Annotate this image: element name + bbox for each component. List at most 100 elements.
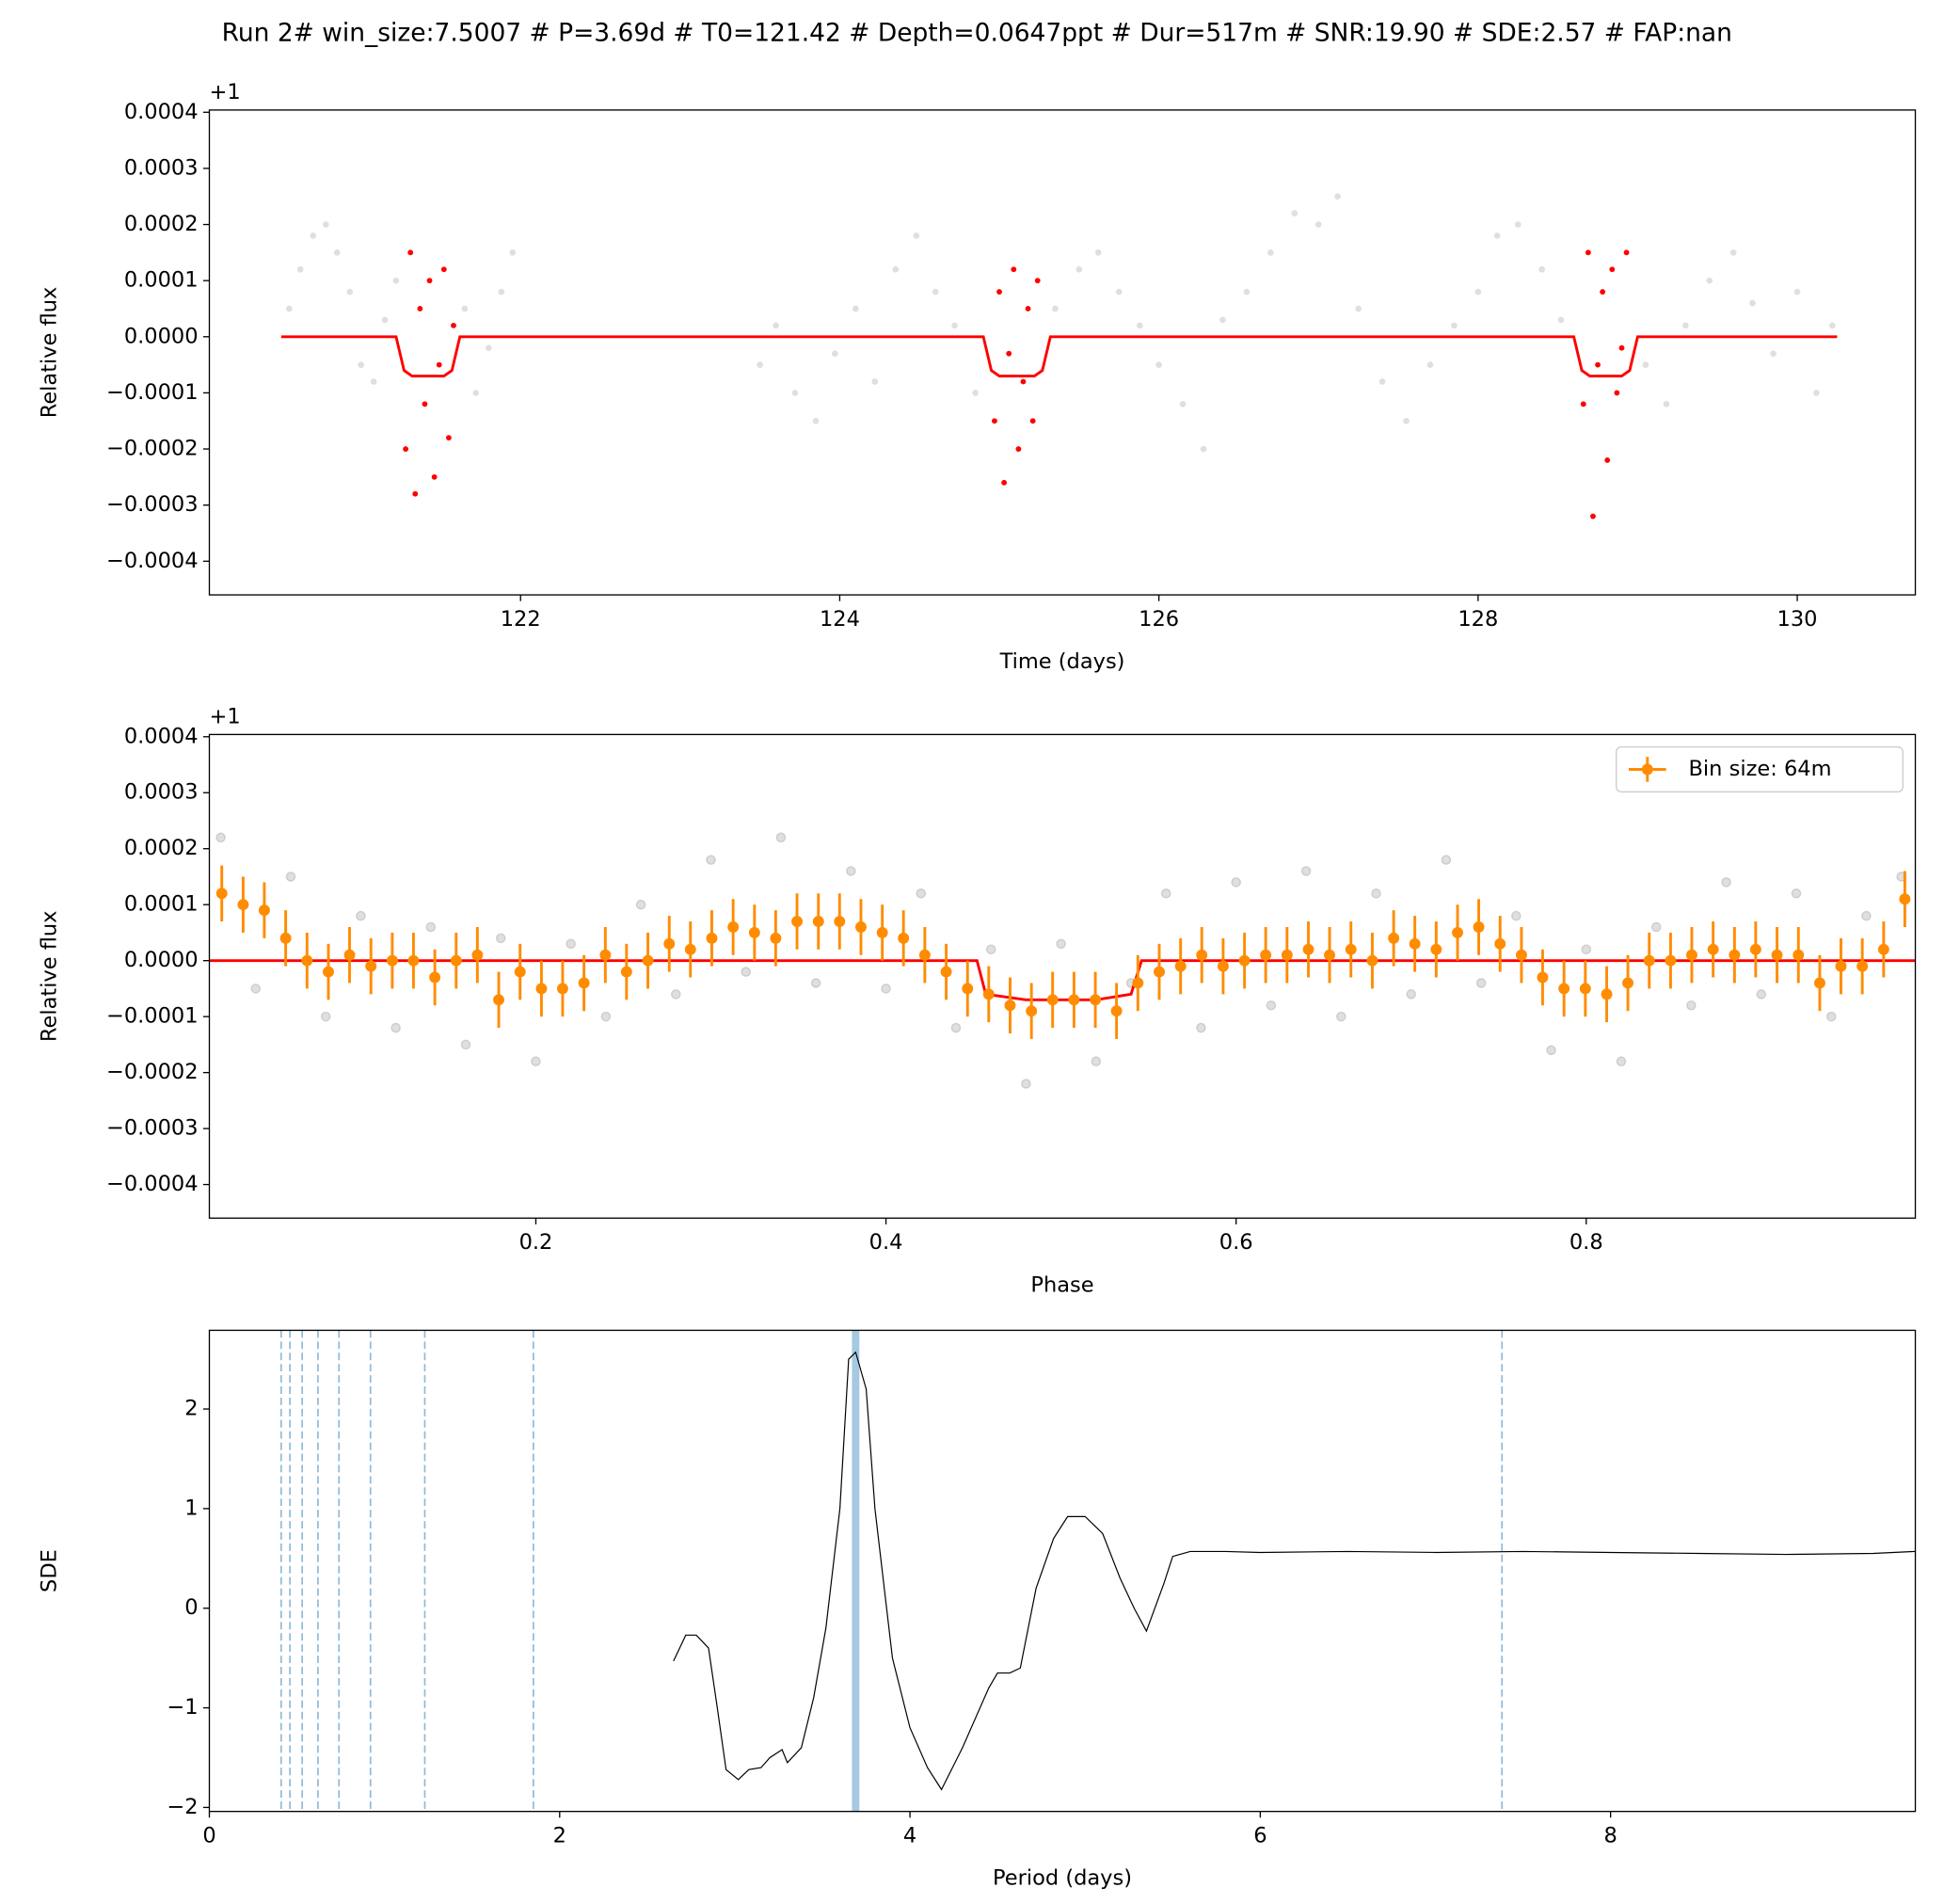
bin-point — [429, 971, 441, 984]
bin-point — [1452, 926, 1463, 938]
data-point — [285, 305, 293, 312]
y-tick-label: 1 — [184, 1496, 198, 1520]
data-point — [706, 855, 716, 865]
data-point — [215, 832, 226, 843]
bin-point — [365, 960, 377, 972]
data-point — [1291, 210, 1299, 216]
legend-marker — [1641, 763, 1653, 776]
bin-point — [1473, 921, 1485, 933]
bin-point — [1729, 949, 1741, 961]
bin-point — [1771, 949, 1783, 961]
panel: 0.2 0.4 0.6 0.8 −0.0004 −0.0003 −0.0002 −0.0001… — [37, 704, 1917, 1297]
data-point — [1021, 1079, 1031, 1089]
bin-point — [706, 932, 718, 944]
data-point — [791, 390, 799, 396]
data-point — [498, 288, 505, 296]
y-tick-label: 2 — [184, 1397, 198, 1421]
y-tick-label: −2 — [167, 1795, 198, 1819]
offset-text: +1 — [209, 704, 240, 728]
y-tick-label: 0.0001 — [124, 268, 199, 293]
bin-point — [1813, 977, 1825, 989]
y-axis-label: Relative flux — [37, 911, 61, 1043]
model-line — [673, 1351, 1916, 1791]
legend-box — [1616, 745, 1904, 792]
y-tick-label: −0.0003 — [106, 1116, 199, 1141]
bin-point — [1324, 949, 1335, 961]
axes-frame — [208, 1329, 1917, 1813]
bin-point — [834, 916, 846, 928]
data-point — [1623, 249, 1630, 256]
data-point — [1557, 316, 1565, 324]
data-point — [1729, 249, 1737, 256]
data-point — [1614, 390, 1620, 396]
y-tick-label: 0.0000 — [124, 948, 199, 972]
data-point — [1136, 322, 1143, 329]
data-point — [1514, 221, 1522, 228]
data-point — [1378, 378, 1386, 385]
bin-point — [1494, 937, 1506, 950]
data-point — [1756, 989, 1767, 1000]
data-point — [1406, 989, 1417, 1000]
data-point — [1580, 401, 1586, 408]
x-tick-label: 126 — [1139, 607, 1179, 632]
x-tick-label: 0.8 — [1570, 1230, 1603, 1255]
bin-point — [684, 943, 696, 955]
bin-point — [1366, 954, 1378, 967]
bin-point — [514, 966, 526, 978]
panel: 122 124 126 128 130 −0.0004 −0.0003 −0.0002 −0.0… — [37, 80, 1917, 674]
data-point — [370, 378, 377, 385]
data-point — [451, 322, 456, 328]
data-point — [1015, 446, 1022, 452]
x-tick-label: 8 — [1603, 1824, 1617, 1848]
data-point — [422, 401, 428, 408]
bin-point — [918, 949, 931, 961]
data-point — [1595, 361, 1601, 368]
x-tick-label: 130 — [1777, 607, 1818, 632]
data-point — [509, 249, 517, 256]
y-axis-label: SDE — [37, 1549, 61, 1592]
data-point — [1511, 910, 1522, 921]
legend-label: Bin size: 64m — [1689, 757, 1832, 781]
bin-point — [727, 921, 740, 933]
data-point — [1029, 418, 1036, 424]
data-point — [1546, 1045, 1556, 1056]
bin-point — [940, 966, 952, 978]
bin-point — [1749, 943, 1761, 955]
data-point — [1231, 877, 1241, 888]
data-point — [1770, 350, 1777, 357]
bin-point — [1026, 1005, 1038, 1017]
data-point — [1590, 513, 1596, 520]
data-point — [461, 305, 469, 312]
x-tick-label: 6 — [1253, 1824, 1267, 1848]
data-point — [531, 1056, 541, 1067]
data-point — [1115, 288, 1123, 296]
data-point — [1682, 322, 1689, 329]
data-point — [392, 277, 400, 284]
data-point — [1793, 288, 1801, 296]
bin-point — [578, 977, 590, 989]
bin-point — [301, 954, 313, 967]
data-point — [1829, 322, 1836, 329]
data-point — [407, 249, 414, 256]
bin-point — [237, 899, 249, 911]
bin-point — [1856, 960, 1869, 972]
x-tick-label: 122 — [501, 607, 541, 632]
data-point — [1604, 457, 1611, 463]
data-point — [1825, 1011, 1837, 1022]
bin-point — [215, 888, 228, 900]
bin-point — [1046, 994, 1059, 1006]
data-point — [913, 232, 920, 239]
bin-point — [279, 932, 292, 944]
bin-point — [1665, 954, 1677, 967]
y-tick-label: 0 — [184, 1595, 198, 1620]
bin-point — [1260, 949, 1272, 961]
data-point — [1663, 401, 1670, 408]
bin-point — [748, 926, 760, 938]
panel: 0 2 4 6 8 −2 −1 0 1 2 Period (days) SDE — [37, 1329, 1917, 1891]
bin-point — [812, 916, 824, 928]
data-point — [635, 899, 646, 910]
bin-point — [1793, 949, 1805, 961]
y-tick-label: −0.0002 — [106, 1060, 199, 1084]
data-point — [426, 278, 433, 284]
bin-point — [1877, 943, 1889, 955]
